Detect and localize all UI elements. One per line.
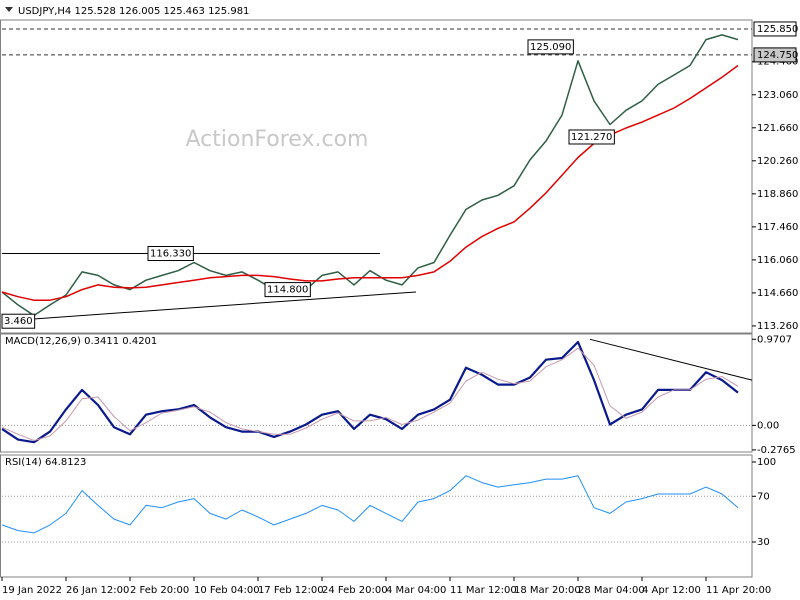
pane-title: MACD(12,26,9) 0.3411 0.4201 xyxy=(5,336,157,347)
y-tick-label: 118.860 xyxy=(757,189,798,200)
x-tick-label: 24 Feb 20:00 xyxy=(322,585,388,596)
price-level-label: 125.850 xyxy=(757,24,798,35)
y-tick-label: 100 xyxy=(757,457,776,468)
series-line xyxy=(1,64,739,301)
x-tick-label: 2 Feb 20:00 xyxy=(130,585,189,596)
level-label: 114.800 xyxy=(267,285,308,296)
level-label-box xyxy=(264,282,311,298)
y-tick-label: 0.00 xyxy=(757,420,779,431)
y-tick-label: -0.2765 xyxy=(757,445,796,456)
y-tick-label: 120.260 xyxy=(757,156,798,167)
price-level-box xyxy=(753,47,797,63)
y-tick-label: 123.060 xyxy=(757,90,798,101)
series-line xyxy=(1,475,739,534)
level-label-box xyxy=(1,313,36,329)
level-label: 125.090 xyxy=(530,42,571,53)
pane-title: USDJPY,H4 125.528 126.005 125.463 125.98… xyxy=(18,6,249,17)
x-tick-label: 18 Mar 20:00 xyxy=(514,585,581,596)
x-tick-label: 26 Jan 12:00 xyxy=(66,585,129,596)
level-label-box xyxy=(147,246,194,262)
level-label-box xyxy=(568,129,615,145)
series-line xyxy=(1,347,739,441)
y-tick-label: 0.9707 xyxy=(757,334,792,345)
y-tick-label: 117.460 xyxy=(757,222,798,233)
watermark: ActionForex.com xyxy=(186,127,369,152)
price-level-label: 124.750 xyxy=(757,50,798,61)
x-tick-label: 10 Feb 04:00 xyxy=(194,585,260,596)
x-tick-label: 11 Apr 20:00 xyxy=(706,585,771,596)
price-level-box xyxy=(753,21,797,37)
x-tick-label: 17 Feb 12:00 xyxy=(258,585,324,596)
x-tick-label: 19 Jan 2022 xyxy=(2,585,62,596)
level-label: 3.460 xyxy=(4,316,33,327)
x-tick-label: 28 Mar 04:00 xyxy=(578,585,645,596)
y-tick-label: 70 xyxy=(757,491,770,502)
trendline xyxy=(589,338,753,381)
x-tick-label: 11 Mar 12:00 xyxy=(450,585,517,596)
level-label: 121.270 xyxy=(571,132,612,143)
trendline xyxy=(1,291,417,322)
level-label: 116.330 xyxy=(150,249,191,260)
pane-border xyxy=(0,333,753,453)
series-line xyxy=(1,340,739,444)
level-label-box xyxy=(527,39,574,55)
y-tick-label: 113.260 xyxy=(757,321,798,332)
x-tick-label: 4 Apr 12:00 xyxy=(642,585,701,596)
pane-title: RSI(14) 64.8123 xyxy=(5,457,86,468)
pane-border xyxy=(0,454,753,578)
y-tick-label: 114.660 xyxy=(757,288,798,299)
pane-border xyxy=(0,19,753,334)
y-tick-label: 116.060 xyxy=(757,255,798,266)
x-tick-label: 4 Mar 04:00 xyxy=(386,585,446,596)
y-tick-label: 30 xyxy=(757,537,770,548)
symbol-icon xyxy=(5,7,13,12)
y-tick-label: 121.660 xyxy=(757,123,798,134)
